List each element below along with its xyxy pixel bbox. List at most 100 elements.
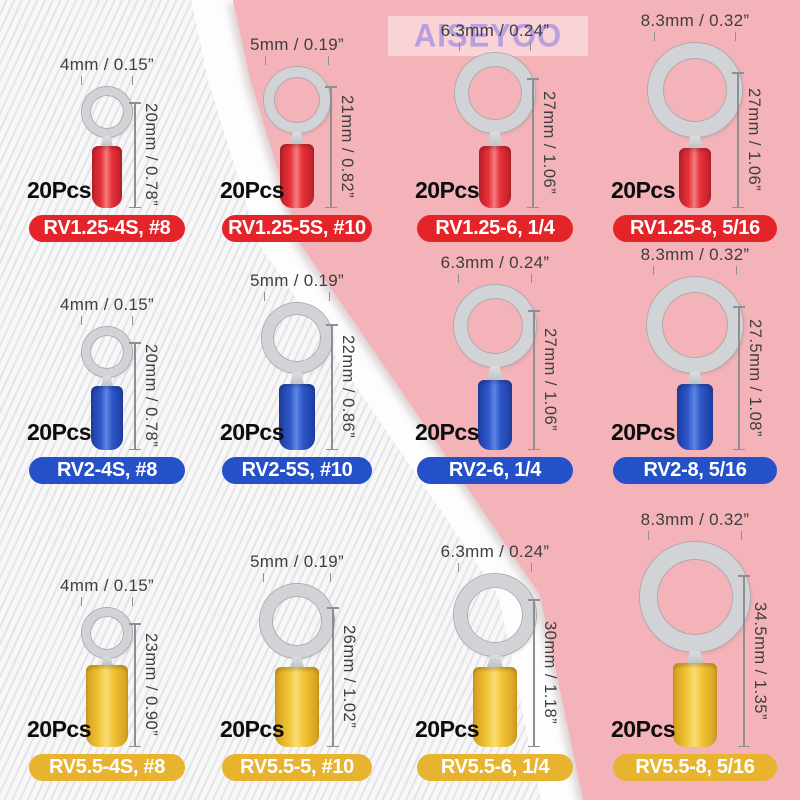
height-dimension-label: 21mm / 0.82” (338, 95, 356, 199)
terminal-ring-icon (82, 608, 132, 658)
width-dimension-label: 5mm / 0.19” (250, 552, 344, 571)
width-dimension-bracket (458, 563, 532, 572)
terminal-neck (101, 136, 113, 146)
ring-terminal-graphic: 5mm / 0.19” (197, 552, 397, 747)
product-cell: 4mm / 0.15” 23mm / 0.90” 20Pcs RV5.5-4S,… (7, 552, 207, 781)
terminal-sleeve (679, 148, 711, 208)
quantity-label: 20Pcs (27, 716, 92, 742)
model-badge: RV2-5S, #10 (222, 457, 372, 484)
height-dimension: 20mm / 0.78” (141, 342, 160, 450)
product-cell: 8.3mm / 0.32” 27.5mm / 1.08” 20Pcs RV2-8… (595, 245, 795, 484)
terminal-sleeve (86, 665, 128, 747)
height-dimension-line (130, 623, 140, 747)
width-dimension-bracket (81, 597, 133, 606)
terminal-neck (101, 657, 113, 665)
product-cell: 6.3mm / 0.24” 30mm / 1.18” 20Pcs RV5.5-6… (395, 542, 595, 781)
height-dimension: 23mm / 0.90” (141, 623, 160, 747)
terminal-sleeve (479, 146, 511, 208)
height-dimension-line (328, 607, 338, 747)
terminal-neck (487, 132, 503, 146)
terminal-neck (290, 132, 304, 144)
quantity-label: 20Pcs (415, 419, 480, 445)
terminal-neck (487, 655, 503, 667)
terminal-ring-icon (264, 67, 330, 133)
height-dimension-line (130, 342, 140, 450)
model-badge: RV1.25-4S, #8 (29, 215, 185, 242)
width-dimension-label: 4mm / 0.15” (60, 55, 154, 74)
terminal-neck (487, 366, 503, 380)
height-dimension-line (733, 72, 743, 208)
terminal-neck (687, 136, 703, 148)
height-dimension: 21mm / 0.82” (337, 86, 356, 208)
model-badge: RV2-8, 5/16 (613, 457, 777, 484)
terminal-ring-icon (647, 277, 743, 373)
width-dimension-bracket (648, 531, 742, 540)
terminal-sleeve (92, 146, 122, 208)
ring-terminal-graphic: 4mm / 0.15” (7, 295, 207, 450)
product-cell: 6.3mm / 0.24” 27mm / 1.06” 20Pcs RV2-6, … (395, 253, 595, 484)
height-dimension: 27mm / 1.06” (744, 72, 763, 208)
width-dimension-bracket (264, 292, 330, 301)
quantity-label: 20Pcs (611, 716, 676, 742)
width-dimension-bracket (263, 573, 331, 582)
width-dimension-label: 6.3mm / 0.24” (440, 542, 550, 561)
product-cell: 8.3mm / 0.32” 27mm / 1.06” 20Pcs RV1.25-… (595, 11, 795, 242)
product-cell: 5mm / 0.19” 26mm / 1.02” 20Pcs RV5.5-5, … (197, 552, 397, 781)
width-dimension-bracket (265, 56, 329, 65)
quantity-label: 20Pcs (611, 419, 676, 445)
width-dimension-bracket (654, 32, 736, 41)
height-dimension-line (326, 86, 336, 208)
height-dimension-line (528, 78, 538, 208)
width-dimension-label: 5mm / 0.19” (250, 35, 344, 54)
height-dimension: 27mm / 1.06” (539, 78, 558, 208)
width-dimension-label: 8.3mm / 0.32” (640, 510, 750, 529)
height-dimension: 34.5mm / 1.35” (750, 575, 769, 747)
terminal-ring-icon (454, 285, 536, 367)
height-dimension-line (327, 324, 337, 450)
terminal-sleeve (673, 663, 717, 747)
quantity-label: 20Pcs (415, 177, 480, 203)
height-dimension-label: 20mm / 0.78” (142, 103, 160, 207)
terminal-ring-icon (82, 87, 132, 137)
product-cell: 4mm / 0.15” 20mm / 0.78” 20Pcs RV2-4S, #… (7, 262, 207, 484)
width-dimension-bracket (458, 274, 532, 283)
terminal-sleeve (91, 386, 123, 450)
height-dimension-label: 20mm / 0.78” (142, 344, 160, 448)
height-dimension-label: 27mm / 1.06” (745, 88, 763, 192)
ring-terminal-graphic: 6.3mm / 0.24” (395, 542, 595, 747)
terminal-ring-icon (640, 542, 750, 652)
product-cell: 6.3mm / 0.24” 27mm / 1.06” 20Pcs RV1.25-… (395, 20, 595, 242)
terminal-ring-icon (454, 574, 536, 656)
product-cell: 5mm / 0.19” 21mm / 0.82” 20Pcs RV1.25-5S… (197, 20, 397, 242)
product-cell: 4mm / 0.15” 20mm / 0.78” 20Pcs RV1.25-4S… (7, 20, 207, 242)
height-dimension-line (529, 599, 539, 747)
width-dimension-label: 6.3mm / 0.24” (440, 21, 550, 40)
terminal-ring-icon (262, 303, 332, 373)
brand-watermark-text: AISEYOO (413, 17, 563, 54)
quantity-label: 20Pcs (220, 177, 285, 203)
ring-terminal-graphic: 4mm / 0.15” (7, 55, 207, 208)
model-badge: RV1.25-8, 5/16 (613, 215, 777, 242)
height-dimension-line (734, 306, 744, 450)
model-badge: RV5.5-6, 1/4 (417, 754, 573, 781)
model-badge: RV2-4S, #8 (29, 457, 185, 484)
height-dimension-line (739, 575, 749, 747)
width-dimension-bracket (653, 266, 737, 275)
height-dimension-label: 27.5mm / 1.08” (746, 319, 764, 437)
terminal-ring-icon (260, 584, 334, 658)
ring-terminal-graphic: 6.3mm / 0.24” (395, 253, 595, 450)
ring-terminal-graphic: 5mm / 0.19” (197, 35, 397, 208)
height-dimension-label: 27mm / 1.06” (541, 328, 559, 432)
model-badge: RV5.5-8, 5/16 (613, 754, 777, 781)
terminal-neck (687, 372, 703, 384)
ring-terminal-graphic: 4mm / 0.15” (7, 576, 207, 747)
model-badge: RV5.5-5, #10 (222, 754, 372, 781)
width-dimension-bracket (459, 42, 531, 51)
terminal-neck (101, 376, 113, 386)
height-dimension: 30mm / 1.18” (540, 599, 559, 747)
width-dimension-label: 6.3mm / 0.24” (440, 253, 550, 272)
width-dimension-bracket (81, 76, 133, 85)
model-badge: RV5.5-4S, #8 (29, 754, 185, 781)
height-dimension-line (529, 310, 539, 450)
